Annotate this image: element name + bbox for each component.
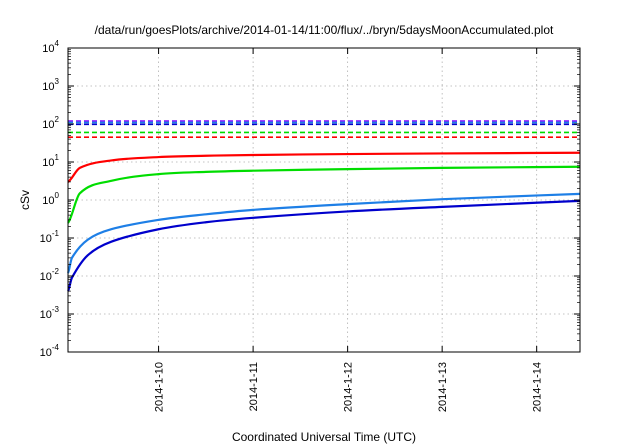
y-tick-label: 102 bbox=[42, 115, 59, 131]
series-line bbox=[67, 199, 581, 292]
y-tick-label: 101 bbox=[42, 153, 59, 169]
series-line bbox=[67, 151, 581, 183]
chart-title: /data/run/goesPlots/archive/2014-01-14/1… bbox=[95, 23, 554, 37]
y-tick-label: 10-3 bbox=[40, 305, 60, 321]
series bbox=[66, 151, 581, 292]
x-tick-label: 2014-1-13 bbox=[437, 362, 449, 412]
x-tick-label: 2014-1-11 bbox=[248, 362, 260, 411]
y-tick-label: 10-2 bbox=[40, 267, 60, 283]
y-tick-label: 104 bbox=[42, 39, 59, 55]
y-tick-label: 10-1 bbox=[40, 229, 60, 245]
x-tick-label: 2014-1-12 bbox=[343, 362, 355, 412]
x-axis-label: Coordinated Universal Time (UTC) bbox=[232, 430, 416, 444]
x-tick-label: 2014-1-14 bbox=[532, 362, 544, 412]
series-line bbox=[67, 165, 581, 224]
series-line bbox=[66, 192, 581, 274]
x-tick-label: 2014-1-10 bbox=[154, 362, 166, 412]
y-tick-label: 103 bbox=[42, 77, 59, 93]
y-axis: 10-4 10-3 10-2 10-1 100 101 102 103 104 bbox=[40, 39, 580, 359]
grid bbox=[68, 48, 580, 352]
x-axis: 2014-1-10 2014-1-11 2014-1-12 2014-1-13 2014… bbox=[154, 48, 544, 412]
y-tick-label: 10-4 bbox=[40, 343, 60, 359]
y-tick-label: 100 bbox=[42, 191, 59, 207]
y-axis-label: cSv bbox=[18, 190, 32, 210]
reference-lines bbox=[68, 120, 580, 138]
